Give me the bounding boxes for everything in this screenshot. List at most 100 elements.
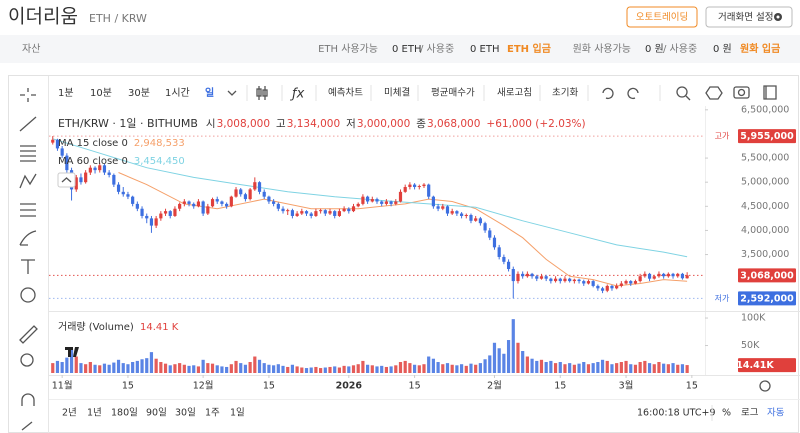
fullscreen-icon[interactable] xyxy=(763,85,777,100)
camera-icon[interactable] xyxy=(733,86,750,99)
volume-bar xyxy=(450,364,454,373)
fib-tool[interactable] xyxy=(20,145,36,162)
volume-bar xyxy=(610,364,614,373)
auto-trade-label[interactable]: 오토트레이딩 xyxy=(636,12,688,23)
volume-bar xyxy=(619,362,623,373)
candle-body xyxy=(516,273,520,282)
candle-body xyxy=(323,210,327,214)
range-button[interactable]: 30일 xyxy=(175,408,196,419)
tool-button[interactable]: 평균매수가 xyxy=(431,88,475,99)
volume-bar xyxy=(229,364,233,373)
range-button[interactable]: 1주 xyxy=(205,408,220,419)
chart-title: ETH/KRW · 1일 · BITHUMB xyxy=(58,116,198,130)
range-button[interactable]: 2년 xyxy=(62,408,77,419)
volume-bar xyxy=(647,363,652,373)
summary-value: +61,000 (+2.03%) xyxy=(486,118,585,130)
undo-icon[interactable] xyxy=(602,87,614,100)
y-tick-label: 3,500,000 xyxy=(741,249,789,260)
scale-option[interactable]: 로그 xyxy=(741,408,759,419)
magnet-tool[interactable] xyxy=(21,393,35,406)
interval-dropdown[interactable] xyxy=(227,90,237,96)
volume-bar xyxy=(685,365,689,373)
volume-bar xyxy=(582,362,586,373)
tool-button[interactable]: 새로고침 xyxy=(497,88,532,99)
scale-option[interactable]: 자동 xyxy=(767,408,785,419)
brush-tool[interactable] xyxy=(19,230,37,246)
zoom-icon[interactable] xyxy=(676,86,688,98)
volume-bar xyxy=(483,359,487,373)
candle-body xyxy=(121,191,125,195)
settings-icon[interactable] xyxy=(705,86,723,100)
volume-bar xyxy=(239,363,243,373)
candle-body xyxy=(582,281,586,284)
ruler-tool[interactable] xyxy=(19,325,38,344)
interval-button[interactable]: 30분 xyxy=(128,87,150,99)
candle-body xyxy=(586,281,591,284)
interval-button[interactable]: 10분 xyxy=(90,87,112,99)
candle-body xyxy=(196,201,201,207)
interval-button[interactable]: 1분 xyxy=(58,87,74,99)
volume-bar xyxy=(662,363,666,373)
volume-bar xyxy=(412,364,417,373)
indicator-icon[interactable]: ƒx xyxy=(289,87,305,102)
scale-option[interactable]: % xyxy=(722,408,731,419)
settings-label[interactable]: 거래화면 설정 xyxy=(718,12,773,23)
volume-bar xyxy=(375,366,379,373)
range-button[interactable]: 90일 xyxy=(146,408,167,419)
candle-body xyxy=(506,261,511,270)
candle-body xyxy=(366,196,370,202)
tool-button[interactable]: 예측차트 xyxy=(328,87,363,99)
candle-body xyxy=(610,285,614,289)
volume-bar xyxy=(74,356,78,373)
volume-bar xyxy=(553,363,558,373)
pencil-tool[interactable] xyxy=(21,421,33,431)
volume-bar xyxy=(615,363,619,373)
trendline-tool[interactable] xyxy=(19,116,37,132)
candle-body xyxy=(478,218,482,224)
volume-box xyxy=(738,358,796,373)
candle-body xyxy=(126,194,130,197)
volume-bar xyxy=(657,362,661,373)
volume-bar xyxy=(88,362,92,373)
candle-type-icon[interactable] xyxy=(256,86,268,100)
volume-bar xyxy=(84,364,88,373)
candle-body xyxy=(215,199,219,202)
tool-button[interactable]: 미체결 xyxy=(384,88,410,99)
coin-title: 이더리움 xyxy=(8,6,78,28)
auto-trade-button[interactable] xyxy=(626,6,698,28)
volume-bar xyxy=(549,360,553,373)
volume-bar xyxy=(633,364,638,373)
candle-body xyxy=(239,189,243,195)
candle-body xyxy=(638,276,642,282)
redo-icon[interactable] xyxy=(627,87,639,100)
candle-body xyxy=(624,281,628,284)
candle-body xyxy=(281,208,285,212)
tool-button[interactable]: 초기화 xyxy=(552,88,578,99)
asset-item[interactable]: 원화 입금 xyxy=(740,42,780,55)
range-button[interactable]: 1일 xyxy=(230,408,245,419)
range-button[interactable]: 180일 xyxy=(111,408,138,419)
settings-button[interactable] xyxy=(705,6,793,28)
emoji-tool[interactable] xyxy=(20,287,36,303)
volume-bar xyxy=(403,360,407,373)
pattern-tool[interactable] xyxy=(19,173,37,189)
range-button[interactable]: 1년 xyxy=(87,408,102,419)
volume-bar xyxy=(79,363,83,373)
overlay: 6,500,000 5,500,000 5,000,000 4,500,000 4,00… xyxy=(52,104,796,392)
zoom-tool[interactable] xyxy=(20,353,34,367)
collapse-legend[interactable] xyxy=(57,172,76,188)
candle-body xyxy=(333,211,337,216)
axis-settings-icon[interactable] xyxy=(759,380,771,392)
candle-body xyxy=(135,203,139,209)
candle-body xyxy=(60,148,64,156)
candle-body xyxy=(79,177,83,183)
projection-tool[interactable] xyxy=(20,203,36,217)
volume-bar xyxy=(544,362,548,373)
asset-item[interactable]: ETH 입금 xyxy=(507,42,551,55)
text-tool[interactable] xyxy=(21,259,35,274)
interval-button[interactable]: 일 xyxy=(205,86,214,99)
candle-body xyxy=(591,281,595,286)
crosshair-tool[interactable] xyxy=(20,88,36,102)
interval-button[interactable]: 1시간 xyxy=(165,87,190,99)
volume-bar xyxy=(511,319,515,373)
